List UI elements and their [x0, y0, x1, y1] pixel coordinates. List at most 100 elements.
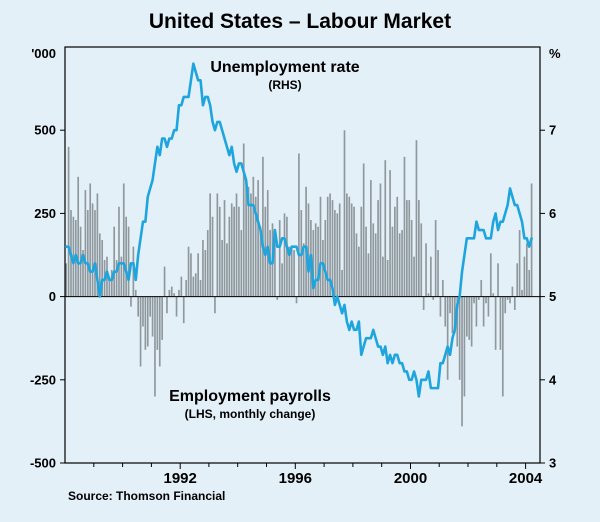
- payroll-bar: [178, 289, 180, 297]
- payroll-bar: [182, 296, 185, 324]
- payroll-bar: [204, 250, 207, 297]
- payroll-bar: [226, 243, 228, 297]
- payroll-bar: [384, 160, 387, 297]
- payroll-bar: [477, 296, 480, 300]
- payroll-bar: [158, 296, 161, 367]
- payroll-bar: [110, 269, 113, 297]
- payroll-bar: [274, 243, 276, 297]
- payroll-bar: [295, 296, 298, 304]
- payroll-bar: [233, 206, 235, 297]
- payroll-bar: [228, 216, 231, 297]
- payroll-bar: [350, 203, 353, 297]
- right-axis-unit-label: %: [549, 46, 561, 61]
- payroll-bar: [379, 183, 382, 297]
- payroll-bar: [108, 276, 111, 297]
- payroll-bar: [408, 200, 411, 297]
- left-axis-tick-label: 500: [34, 123, 56, 138]
- payroll-bar: [218, 206, 221, 297]
- payroll-bar: [353, 206, 355, 297]
- payroll-bar: [528, 269, 531, 297]
- payroll-bar: [482, 296, 485, 327]
- payroll-bar: [245, 180, 247, 297]
- payroll-bar: [72, 216, 75, 297]
- payroll-bar: [307, 203, 310, 297]
- payroll-bar: [389, 170, 391, 297]
- payroll-bar: [499, 296, 502, 350]
- payroll-bar: [468, 296, 471, 340]
- payroll-bar: [146, 296, 149, 347]
- payroll-bar: [331, 200, 334, 297]
- payroll-bar: [370, 180, 372, 297]
- payroll-bar: [266, 190, 269, 297]
- payroll-bar: [214, 296, 216, 314]
- payroll-bar: [434, 220, 437, 297]
- annotation-employment-payrolls: Employment payrolls (LHS, monthly change…: [125, 387, 375, 422]
- payroll-bar: [302, 243, 305, 297]
- payroll-bar: [497, 263, 499, 297]
- source-note: Source: Thomson Financial: [68, 489, 226, 503]
- x-axis-tick-label: 2000: [394, 470, 427, 487]
- payroll-bar: [446, 296, 449, 380]
- payroll-bar: [137, 296, 140, 317]
- payroll-bar: [461, 296, 463, 427]
- unemployment-rate-line: [64, 62, 533, 398]
- payroll-bar: [336, 213, 339, 297]
- payroll-bar: [235, 193, 238, 297]
- payroll-bar: [401, 230, 403, 297]
- payroll-bar: [322, 240, 324, 297]
- payroll-bar: [444, 296, 447, 327]
- payroll-bar: [377, 200, 379, 297]
- payroll-bar: [355, 233, 358, 297]
- payroll-bar: [101, 240, 104, 297]
- payroll-bar: [118, 206, 120, 297]
- payroll-bar: [190, 253, 192, 297]
- payroll-bar: [422, 296, 425, 310]
- payroll-bar: [346, 193, 348, 297]
- payroll-bar: [386, 259, 389, 297]
- payroll-bar: [293, 250, 295, 297]
- payroll-bar: [418, 200, 420, 297]
- left-axis-tick-label: -250: [30, 372, 56, 387]
- payroll-bar: [334, 210, 336, 297]
- payroll-bar: [96, 193, 99, 297]
- payroll-bar: [480, 279, 483, 297]
- payroll-bar: [170, 286, 173, 297]
- payroll-bar: [456, 296, 459, 347]
- payroll-bar: [257, 180, 259, 297]
- payroll-bar: [511, 286, 514, 297]
- payroll-bar: [518, 230, 521, 297]
- plot-frame: [64, 46, 541, 464]
- payroll-bar: [341, 269, 343, 297]
- payroll-bar: [173, 293, 175, 297]
- payroll-bar: [403, 156, 406, 297]
- payroll-bar: [130, 296, 132, 307]
- right-axis-tick-label: 6: [549, 206, 556, 221]
- payroll-bar: [494, 296, 497, 350]
- payroll-bar: [290, 246, 293, 297]
- payroll-bar: [125, 216, 128, 297]
- payroll-bar: [485, 296, 487, 304]
- payroll-bar: [134, 289, 137, 297]
- payroll-bar: [197, 253, 199, 297]
- payroll-bar: [358, 246, 360, 297]
- payroll-bar: [343, 130, 346, 297]
- right-axis-tick-label: 7: [549, 123, 556, 138]
- payroll-bar: [67, 146, 70, 297]
- payroll-bar: [122, 183, 125, 297]
- payroll-bar: [86, 210, 89, 297]
- payroll-bar: [314, 223, 317, 297]
- payroll-bar: [106, 256, 108, 297]
- payroll-bar: [65, 263, 68, 297]
- payroll-bar: [194, 273, 197, 297]
- left-axis-tick-label: 250: [34, 206, 56, 221]
- payroll-bar: [259, 226, 262, 297]
- payroll-bar: [163, 266, 166, 297]
- payroll-bar: [149, 296, 151, 317]
- payroll-bar: [142, 296, 144, 327]
- payroll-bar: [504, 296, 507, 314]
- payroll-bar: [250, 193, 252, 297]
- payroll-bar: [166, 296, 168, 314]
- payroll-bar: [525, 243, 528, 297]
- chart-title: United States – Labour Market: [148, 10, 452, 33]
- payroll-bar: [513, 296, 516, 310]
